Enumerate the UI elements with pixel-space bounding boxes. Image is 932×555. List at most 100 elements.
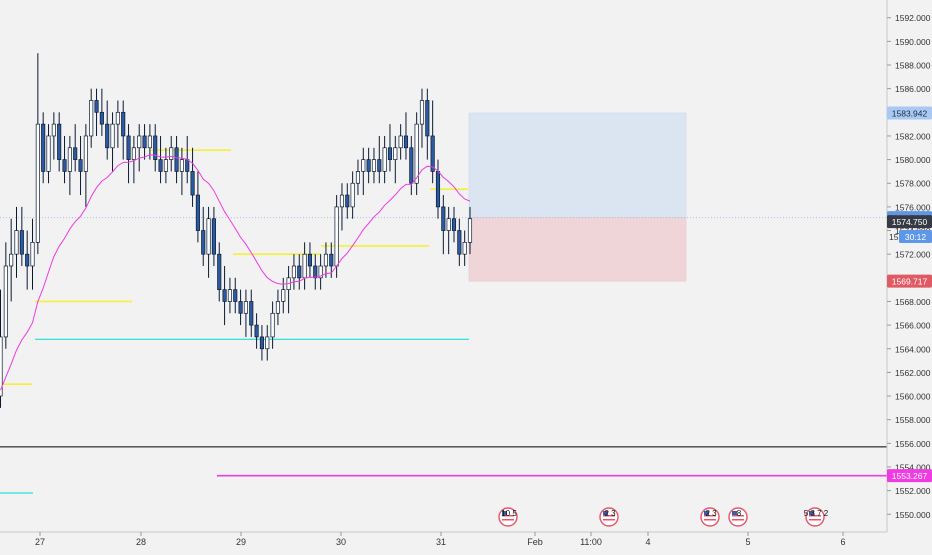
candle — [115, 100, 120, 148]
y-tick-label: 1564.000 — [895, 344, 931, 354]
candle-body — [275, 301, 280, 314]
flag-canton — [502, 511, 507, 515]
candle-body — [318, 265, 323, 279]
candle-body — [467, 218, 473, 243]
event-marker[interactable]: 5 3 7 2 — [804, 507, 829, 527]
candle — [169, 135, 174, 172]
candle-body — [419, 100, 425, 125]
candle-body — [115, 111, 120, 125]
candle-body — [377, 159, 382, 172]
candle-body — [142, 135, 147, 149]
candle-body — [46, 135, 51, 172]
loss-zone[interactable] — [468, 217, 687, 282]
candle — [467, 206, 473, 255]
candle-body — [94, 100, 99, 113]
candle — [3, 242, 8, 349]
flag-canton — [704, 511, 709, 515]
candle — [339, 183, 345, 231]
candle-body — [345, 194, 350, 208]
y-tick-label: 1588.000 — [895, 61, 931, 71]
candle-body — [350, 182, 355, 208]
candle — [265, 325, 270, 361]
candle — [387, 124, 393, 172]
flag-canton — [732, 511, 737, 515]
candle — [25, 230, 30, 290]
candle — [270, 301, 275, 349]
event-marker[interactable]: 2 3 — [599, 507, 619, 527]
candle — [153, 124, 158, 172]
y-tick-label: 1556.000 — [895, 439, 931, 449]
x-tick-label: 30 — [336, 537, 346, 547]
event-marker[interactable]: 2 3 — [700, 507, 720, 527]
y-tick-label: 1554.000 — [895, 462, 931, 472]
candle-body — [233, 289, 238, 302]
flag-stripe — [704, 515, 716, 517]
candle — [126, 124, 131, 184]
flag-stripe — [603, 515, 615, 517]
candle-body — [403, 135, 409, 149]
candle — [307, 242, 312, 278]
price-label-text: 1583.942 — [892, 108, 928, 118]
candle-body — [62, 159, 67, 172]
candle — [238, 289, 243, 326]
candle-body — [281, 289, 286, 302]
candle-body — [414, 123, 419, 184]
candle — [446, 206, 451, 255]
candle-body — [41, 123, 46, 172]
flag-stripe — [502, 515, 514, 517]
candle-body — [174, 147, 179, 172]
candle-body — [398, 135, 403, 149]
candle — [382, 135, 387, 184]
candle-body — [105, 123, 110, 149]
candle — [9, 218, 14, 302]
candle-body — [217, 253, 222, 290]
candle — [30, 218, 35, 290]
candle-body — [227, 289, 232, 302]
candle-body — [371, 159, 377, 172]
price-label-text: 1574.750 — [892, 217, 928, 227]
candle — [78, 135, 83, 196]
y-tick-label: 1568.000 — [895, 297, 931, 307]
price-label-target: 1583.942 — [887, 106, 932, 120]
x-tick-label: 11:00 — [580, 537, 602, 547]
candle-body — [51, 123, 56, 137]
candle-body — [73, 147, 78, 160]
candle — [73, 124, 78, 172]
event-marker[interactable]: 8 — [728, 507, 748, 527]
moving-average — [0, 154, 471, 391]
flag-stripe — [603, 519, 615, 521]
candle-body — [14, 230, 19, 255]
candle — [350, 171, 355, 219]
candle — [158, 135, 163, 184]
candle-body — [457, 230, 462, 255]
candle — [291, 254, 296, 290]
candle-body — [99, 111, 104, 125]
candle-body — [147, 135, 152, 149]
candle-body — [9, 253, 14, 267]
candle — [131, 135, 136, 184]
flag-stripe — [732, 515, 744, 517]
flag-stripe — [502, 519, 514, 521]
candle — [361, 147, 366, 196]
event-marker[interactable]: 10 5 — [498, 507, 518, 527]
candle-body — [451, 218, 457, 231]
candle — [403, 112, 409, 160]
profit-zone[interactable] — [468, 112, 687, 218]
candle-body — [254, 324, 259, 338]
candle — [206, 206, 211, 278]
candle — [174, 135, 179, 184]
candle-body — [329, 253, 334, 267]
candle — [83, 124, 88, 207]
candle-body — [441, 206, 446, 231]
y-tick-label: 1580.000 — [895, 155, 931, 165]
flag-stripe — [704, 519, 716, 521]
candle — [462, 230, 467, 266]
candle-body — [19, 230, 24, 255]
time-axis[interactable]: 27 28 29 30 31 Feb 11:00 4 5 6 — [0, 531, 887, 547]
candle-body — [270, 312, 275, 338]
position-tool[interactable] — [468, 112, 687, 282]
event-markers[interactable]: 10 5 2 3 2 3 8 5 3 7 2 — [498, 507, 829, 527]
candle-body — [67, 147, 72, 172]
